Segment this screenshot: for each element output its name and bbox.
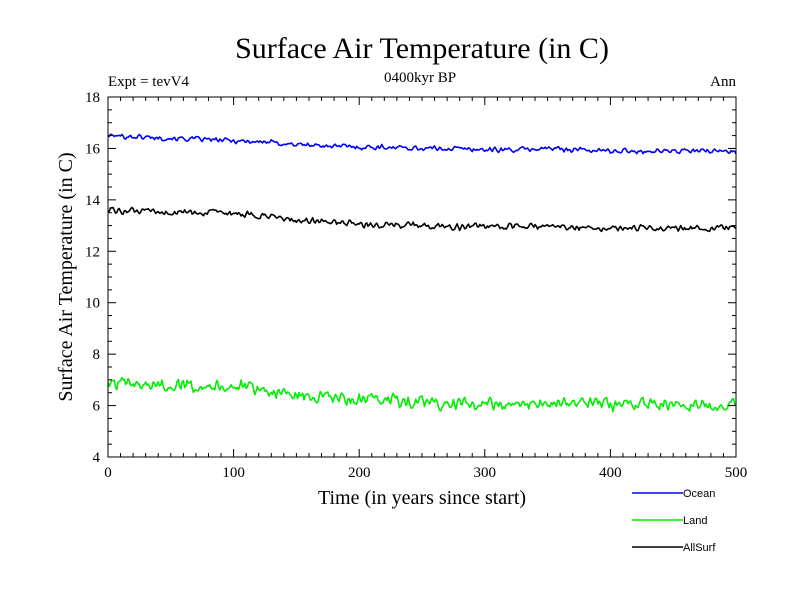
y-tick-label: 6 — [93, 399, 101, 415]
y-axis-label: Surface Air Temperature (in C) — [55, 152, 77, 401]
x-axis-label: Time (in years since start) — [318, 487, 526, 509]
x-tick-label: 500 — [725, 465, 748, 481]
y-tick-label: 12 — [85, 244, 100, 260]
chart-subtitle: 0400kyr BP — [384, 70, 456, 86]
series-line-land — [107, 376, 737, 413]
y-tick-label: 18 — [85, 90, 100, 106]
x-tick-label: 0 — [104, 465, 112, 481]
y-tick-label: 14 — [85, 193, 101, 209]
x-tick-label: 200 — [348, 465, 371, 481]
x-tick-label: 100 — [222, 465, 245, 481]
x-tick-label: 400 — [599, 465, 622, 481]
legend-label-land: Land — [683, 515, 707, 527]
y-tick-label: 10 — [85, 296, 100, 312]
series-line-allsurf — [107, 206, 737, 233]
legend-label-allsurf: AllSurf — [683, 542, 716, 554]
tick-layer — [107, 96, 737, 458]
season-label: Ann — [710, 74, 736, 90]
y-tick-label: 8 — [93, 347, 101, 363]
y-tick-label: 4 — [93, 450, 101, 466]
y-tick-label: 16 — [85, 141, 101, 157]
x-tick-label: 300 — [474, 465, 497, 481]
legend: Ocean Land AllSurf — [632, 488, 716, 554]
experiment-label: Expt = tevV4 — [108, 74, 189, 90]
series-line-ocean — [107, 133, 737, 155]
chart-title: Surface Air Temperature (in C) — [235, 32, 609, 65]
series-layer — [107, 133, 737, 413]
legend-label-ocean: Ocean — [683, 488, 715, 500]
x-tick-labels: 0 100 200 300 400 500 — [104, 465, 747, 481]
y-tick-labels: 4 6 8 10 12 14 16 18 — [85, 90, 101, 466]
